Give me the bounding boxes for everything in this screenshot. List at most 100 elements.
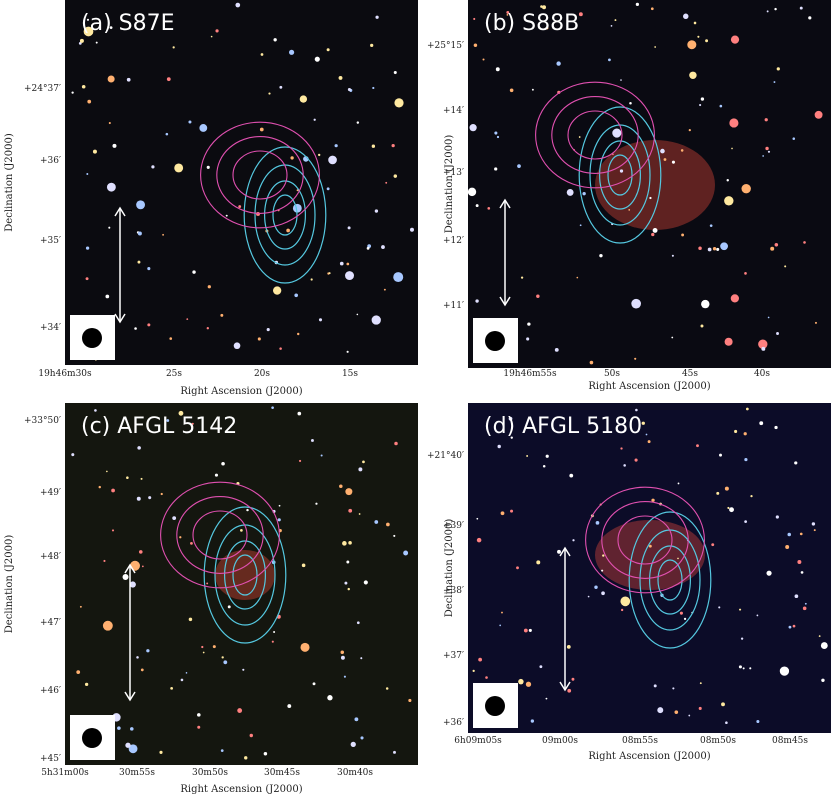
- star: [273, 286, 282, 295]
- star: [240, 529, 243, 532]
- star: [227, 605, 231, 609]
- star: [672, 687, 675, 690]
- y-tick-label: +25°15′: [427, 41, 464, 51]
- star: [520, 276, 524, 279]
- star: [106, 470, 108, 473]
- star: [109, 26, 113, 30]
- star: [354, 717, 359, 722]
- star: [797, 559, 802, 564]
- y-tick-label: +48′: [40, 552, 61, 562]
- star: [363, 580, 368, 585]
- star: [799, 532, 803, 536]
- star: [731, 147, 733, 150]
- x-axis-label: Right Ascension (J2000): [180, 784, 302, 795]
- star: [151, 165, 155, 169]
- star: [297, 332, 300, 336]
- star: [528, 628, 532, 632]
- star: [71, 91, 74, 94]
- star: [350, 741, 356, 748]
- star: [689, 71, 697, 80]
- star: [140, 668, 144, 672]
- contour-cyan: [272, 194, 298, 236]
- y-tick-label: +35′: [40, 236, 61, 246]
- beam: [82, 728, 102, 748]
- star: [671, 254, 674, 257]
- star: [572, 539, 575, 542]
- star: [569, 473, 574, 478]
- star: [271, 406, 274, 409]
- star: [345, 271, 354, 281]
- x-tick-label: 15s: [342, 369, 358, 379]
- star: [206, 165, 210, 169]
- star: [366, 246, 370, 250]
- y-axis-label: Declination (J2000): [444, 519, 455, 618]
- star: [326, 48, 330, 52]
- x-tick-label: 45s: [682, 369, 698, 379]
- star: [108, 226, 111, 229]
- star: [688, 714, 691, 717]
- star: [105, 294, 110, 299]
- star: [707, 247, 712, 252]
- contour-magenta: [200, 121, 320, 229]
- star: [744, 458, 748, 462]
- contour-cyan: [264, 180, 307, 250]
- star: [742, 667, 745, 670]
- contour-magenta: [176, 496, 264, 574]
- star: [724, 337, 733, 346]
- x-tick-label: 6h09m05s: [454, 736, 502, 746]
- star: [539, 665, 543, 669]
- star: [671, 336, 674, 339]
- star: [595, 521, 600, 525]
- star: [71, 453, 75, 457]
- star: [301, 563, 306, 568]
- star: [79, 38, 84, 43]
- x-tick-label: 09m00s: [542, 736, 578, 746]
- star: [496, 135, 500, 139]
- star: [738, 665, 742, 669]
- star: [476, 517, 479, 520]
- star: [136, 200, 146, 210]
- x-tick-label: 5h31m00s: [41, 768, 89, 778]
- star: [299, 95, 308, 103]
- star: [318, 318, 323, 322]
- star: [567, 688, 572, 693]
- star: [148, 496, 152, 500]
- star: [277, 518, 281, 522]
- star: [740, 637, 744, 640]
- star: [785, 545, 790, 549]
- star: [346, 350, 349, 353]
- star: [766, 570, 772, 576]
- star: [629, 101, 632, 105]
- star: [221, 656, 224, 659]
- contour-cyan: [607, 154, 633, 196]
- star: [358, 513, 361, 515]
- star: [700, 324, 704, 328]
- star: [356, 621, 360, 625]
- star: [125, 742, 131, 748]
- star: [758, 339, 768, 349]
- star: [578, 136, 581, 138]
- star: [338, 75, 343, 80]
- star: [108, 121, 111, 125]
- star: [726, 179, 729, 182]
- star: [730, 294, 739, 303]
- star: [697, 35, 700, 38]
- star: [469, 124, 477, 132]
- star: [172, 516, 177, 521]
- star: [510, 436, 513, 439]
- star: [766, 10, 769, 13]
- star: [185, 672, 188, 674]
- star: [654, 46, 657, 48]
- star: [773, 81, 776, 84]
- y-tick-label: +33°50′: [24, 416, 61, 426]
- star: [701, 299, 710, 309]
- star: [818, 635, 821, 638]
- star: [278, 504, 281, 507]
- contour-magenta: [160, 481, 280, 589]
- y-tick-label: +46′: [40, 686, 61, 696]
- star: [743, 432, 747, 436]
- star: [631, 298, 641, 309]
- star: [727, 506, 730, 509]
- star: [260, 53, 264, 56]
- star: [199, 124, 208, 132]
